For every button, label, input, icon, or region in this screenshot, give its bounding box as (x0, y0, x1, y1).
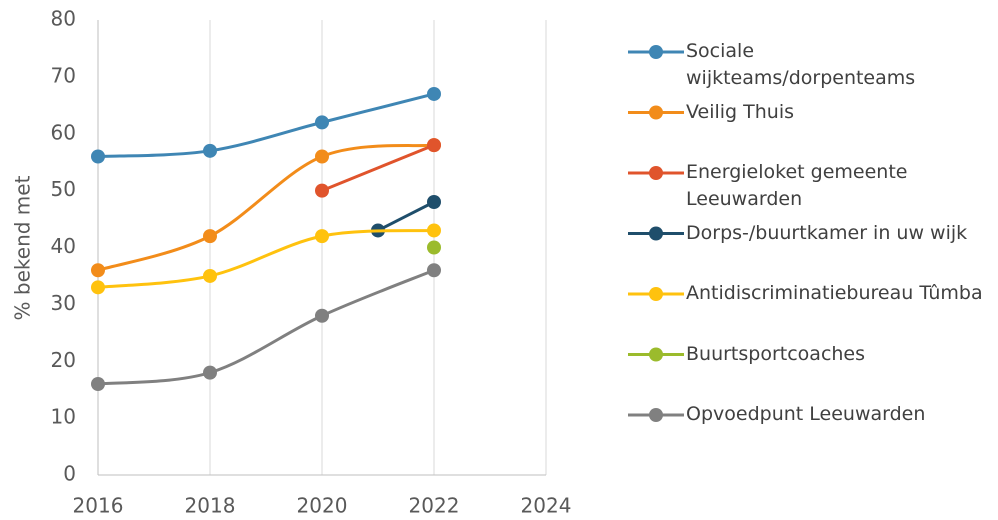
data-point (427, 86, 441, 101)
data-point (91, 263, 105, 278)
data-point (427, 138, 441, 153)
data-point (315, 183, 329, 198)
legend-marker (649, 347, 663, 362)
y-tick-label: 40 (51, 234, 76, 258)
y-tick-label: 60 (51, 120, 76, 144)
data-point (427, 240, 441, 255)
y-tick-label: 70 (51, 63, 76, 87)
series-line (97, 268, 435, 386)
legend-marker (649, 105, 663, 120)
series-line (377, 200, 435, 232)
x-tick-label: 2022 (409, 494, 460, 518)
y-tick-label: 80 (51, 7, 76, 31)
x-tick-label: 2016 (73, 494, 124, 518)
data-point (203, 143, 217, 158)
y-tick-label: 10 (51, 405, 76, 429)
y-tick-label: 50 (51, 177, 76, 201)
data-point (315, 149, 329, 164)
series-line (97, 92, 435, 158)
y-tick-label: 20 (51, 348, 76, 372)
data-point (203, 229, 217, 244)
legend-label: Buurtsportcoaches (686, 342, 866, 365)
data-point (315, 308, 329, 323)
legend-label: Energieloket gemeente Leeuwarden (686, 161, 908, 210)
y-tick-label: 0 (63, 462, 76, 486)
legend-marker (649, 287, 663, 301)
x-tick-label: 2018 (185, 494, 236, 518)
legend-label: Opvoedpunt Leeuwarden (686, 403, 926, 425)
series-line (97, 143, 435, 272)
data-point (315, 229, 329, 244)
y-tick-label: 30 (51, 291, 76, 315)
series-line (321, 143, 435, 193)
legend-marker (649, 45, 663, 59)
legend-marker (649, 166, 663, 180)
data-point (427, 263, 441, 278)
legend-label: Veilig Thuis (686, 100, 795, 123)
data-point (91, 149, 105, 164)
legend-label: Dorps-/buurtkamer in uw wijk (686, 221, 968, 244)
y-axis-title: % bekend met (11, 175, 35, 320)
x-tick-label: 2020 (297, 494, 348, 518)
legend-marker (649, 408, 663, 422)
data-point (203, 365, 217, 380)
data-point (315, 115, 329, 130)
legend-label: Sociale wijkteams/dorpenteams (686, 40, 916, 89)
legend-label: Antidiscriminatiebureau Tûmba (686, 282, 983, 304)
data-point (203, 268, 217, 283)
data-point (427, 223, 441, 238)
data-point (427, 195, 441, 209)
series-line (97, 228, 435, 289)
data-point (91, 280, 105, 295)
data-point (91, 377, 105, 391)
legend-marker (649, 226, 663, 241)
x-tick-label: 2024 (521, 494, 572, 518)
